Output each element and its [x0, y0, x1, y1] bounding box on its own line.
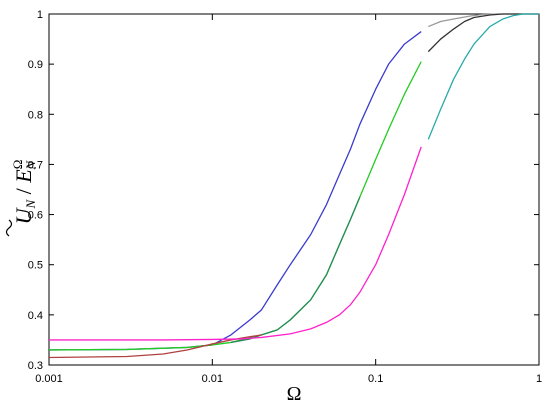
- series-line-6: [48, 334, 262, 359]
- y-axis-title-main: U: [11, 206, 36, 224]
- y-axis-title-den-sub: N: [23, 160, 38, 171]
- plot-frame: [48, 13, 540, 366]
- series-group: [48, 13, 539, 359]
- x-tick-label: 0.1: [368, 373, 383, 385]
- y-tick-label: 0.6: [28, 210, 43, 222]
- y-tick-label: 0.9: [28, 59, 43, 71]
- y-tick-label: 0.7: [28, 159, 43, 171]
- y-axis-title: UN / EΩN: [5, 160, 38, 237]
- y-tick-label: 0.5: [28, 260, 43, 272]
- series-line-7: [49, 146, 422, 341]
- y-tick-label: 0.3: [28, 360, 43, 372]
- series-line-3: [48, 61, 422, 351]
- y-axis-title-tilde: [5, 219, 13, 237]
- y-axis-title-den-sup: Ω: [10, 160, 25, 170]
- series-line-1: [48, 31, 422, 351]
- svg-text:UN / EΩN: UN / EΩN: [10, 160, 38, 225]
- series-line-8: [427, 13, 539, 140]
- series-line-4: [230, 196, 361, 344]
- y-axis-ticks: 0.3 0.4 0.5 0.6 0.7 0.8 0.9 1: [28, 9, 539, 372]
- x-tick-label: 1: [536, 373, 542, 385]
- y-tick-label: 0.8: [28, 109, 43, 121]
- x-tick-label: 0.001: [35, 373, 63, 385]
- y-tick-label: 0.4: [28, 310, 43, 322]
- y-axis-title-den: E: [11, 169, 36, 184]
- x-axis-ticks: 0.001 0.01 0.1 1: [35, 14, 542, 385]
- x-tick-label: 0.01: [202, 373, 223, 385]
- y-axis-title-slash: /: [11, 183, 36, 200]
- series-line-5: [427, 13, 539, 53]
- y-tick-label: 1: [37, 9, 43, 21]
- y-axis-title-main-sub: N: [23, 199, 38, 210]
- x-axis-title: Ω: [287, 383, 302, 405]
